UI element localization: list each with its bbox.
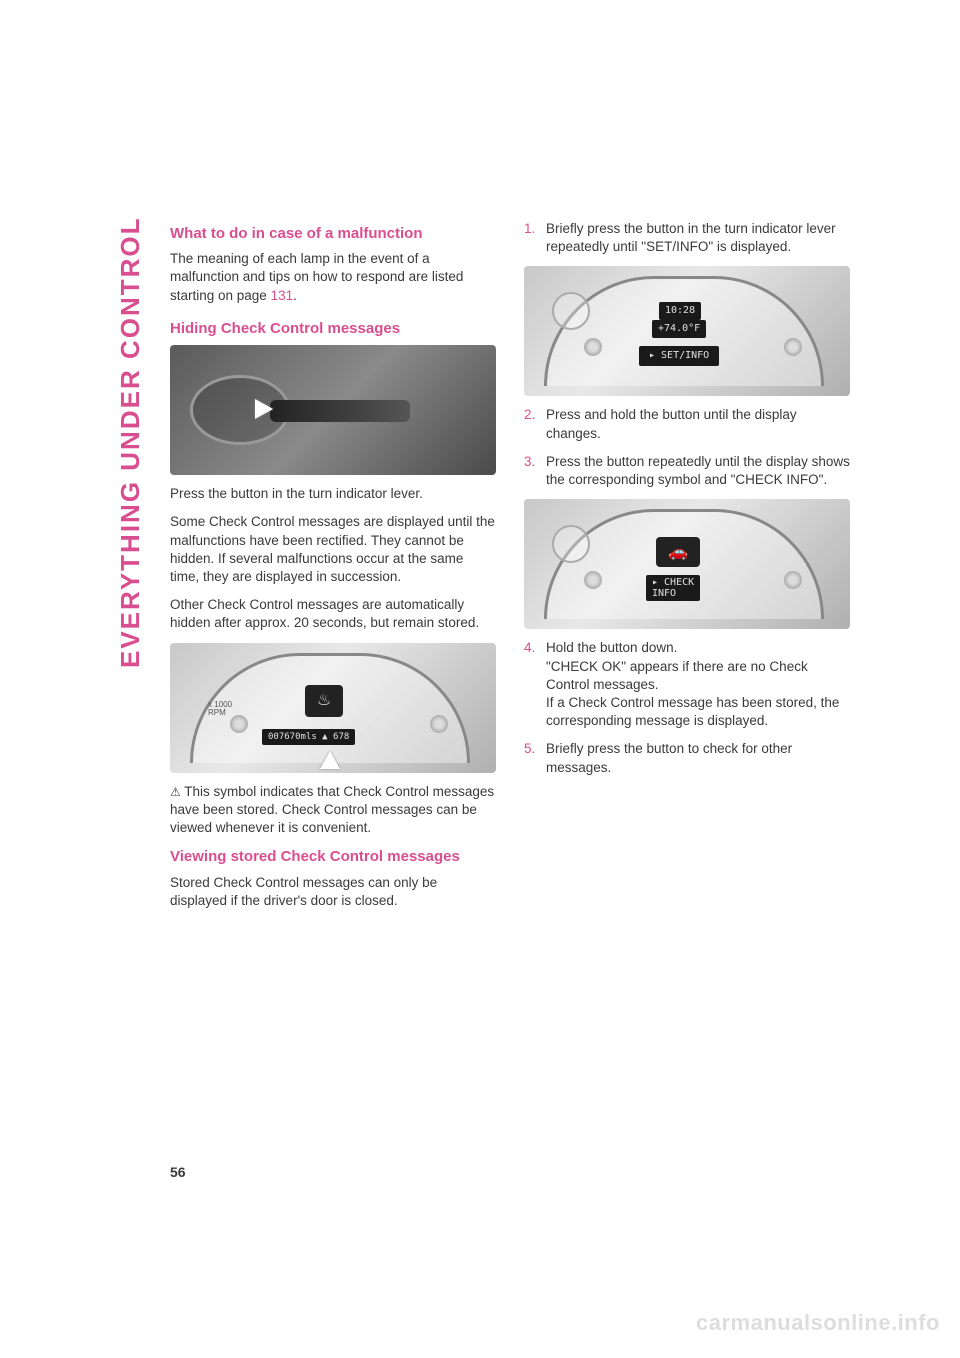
odometer-display: 007670mls ▲ 678	[262, 729, 355, 745]
list-number: 3.	[524, 453, 546, 489]
heading-viewing-stored: Viewing stored Check Control messages	[170, 847, 496, 867]
page-number: 56	[170, 1164, 186, 1180]
tach-label: x 1000 RPM	[208, 701, 232, 717]
figure-indicator-lever	[170, 345, 496, 475]
left-column: What to do in case of a malfunction The …	[170, 220, 496, 920]
list-number: 2.	[524, 406, 546, 442]
warning-triangle-icon: ⚠	[170, 784, 181, 800]
paragraph: The meaning of each lamp in the event of…	[170, 250, 496, 305]
temp-display: +74.0°F	[652, 320, 706, 338]
paragraph: Press the button in the turn indicator l…	[170, 485, 496, 503]
list-item: 3. Press the button repeatedly until the…	[524, 453, 850, 489]
watermark: carmanualsonline.info	[696, 1310, 940, 1336]
section-title-vertical: EVERYTHING UNDER CONTROL	[115, 217, 146, 669]
list-text: Hold the button down. "CHECK OK" appears…	[546, 639, 850, 730]
paragraph: Some Check Control messages are displaye…	[170, 513, 496, 586]
menu-line2: INFO	[652, 588, 676, 599]
menu-line1: ▸ CHECK	[652, 577, 694, 588]
list-text: Briefly press the button to check for ot…	[546, 740, 850, 776]
list-item: 1. Briefly press the button in the turn …	[524, 220, 850, 256]
heading-malfunction: What to do in case of a malfunction	[170, 224, 496, 244]
heading-hiding-messages: Hiding Check Control messages	[170, 319, 496, 339]
right-column: 1. Briefly press the button in the turn …	[524, 220, 850, 920]
page-content: What to do in case of a malfunction The …	[170, 220, 850, 920]
list-item: 5. Briefly press the button to check for…	[524, 740, 850, 776]
text: .	[293, 288, 297, 303]
list-number: 4.	[524, 639, 546, 730]
list-text: Press and hold the button until the disp…	[546, 406, 850, 442]
figure-tachometer-odometer: x 1000 RPM 007670mls ▲ 678 ♨	[170, 643, 496, 773]
page-reference: 131	[271, 288, 294, 303]
text: The meaning of each lamp in the event of…	[170, 251, 463, 302]
figure-checkinfo-display: 🚗 ▸ CHECK INFO	[524, 499, 850, 629]
menu-display: ▸ SET/INFO	[639, 346, 719, 366]
list-number: 5.	[524, 740, 546, 776]
paragraph: Stored Check Control messages can only b…	[170, 874, 496, 910]
list-item: 2. Press and hold the button until the d…	[524, 406, 850, 442]
figure-setinfo-display: 10:28 +74.0°F ▸ SET/INFO	[524, 266, 850, 396]
car-icon: 🚗	[668, 542, 688, 564]
text: This symbol indicates that Check Control…	[170, 784, 494, 835]
list-item: 4. Hold the button down. "CHECK OK" appe…	[524, 639, 850, 730]
paragraph: Other Check Control messages are automat…	[170, 596, 496, 632]
list-text: Press the button repeatedly until the di…	[546, 453, 850, 489]
list-number: 1.	[524, 220, 546, 256]
paragraph: ⚠ This symbol indicates that Check Contr…	[170, 783, 496, 838]
list-text: Briefly press the button in the turn ind…	[546, 220, 850, 256]
coolant-icon: ♨	[317, 690, 331, 712]
time-display: 10:28	[659, 302, 701, 320]
